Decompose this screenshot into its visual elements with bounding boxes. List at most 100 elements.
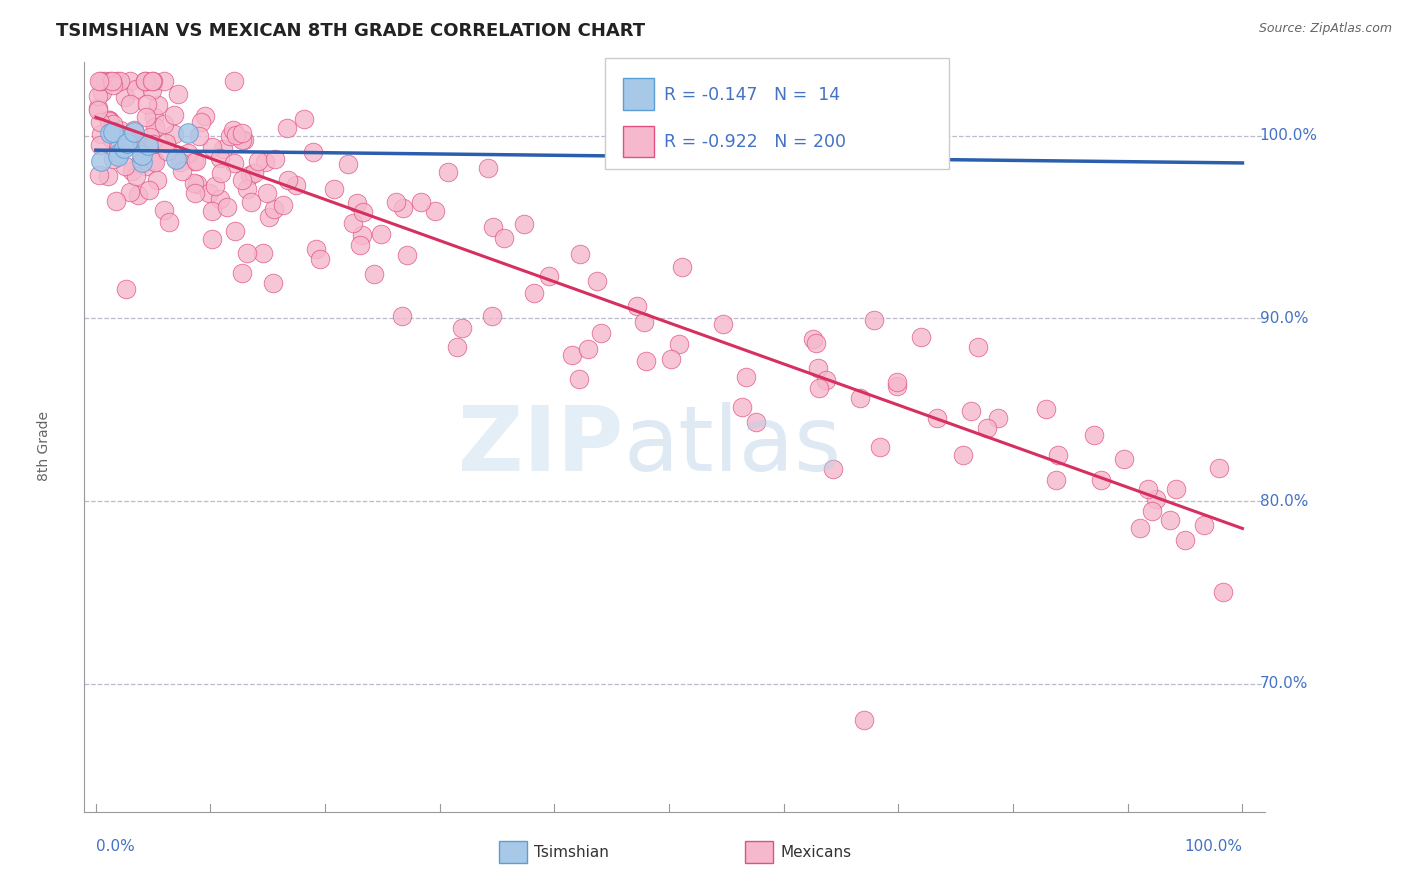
Point: [101, 125, 124, 139]
Point: [131, 155, 153, 169]
Point: [135, 111, 157, 125]
Point: [186, 177, 208, 191]
Point: [807, 381, 830, 395]
Point: [239, 194, 262, 209]
Point: [201, 203, 224, 218]
Point: [127, 138, 149, 153]
Point: [849, 391, 872, 405]
Point: [115, 132, 138, 146]
Point: [212, 142, 235, 156]
Point: [90, 127, 112, 141]
Point: [352, 205, 374, 219]
Point: [350, 228, 373, 243]
Point: [821, 461, 844, 475]
Point: [87, 103, 110, 117]
Text: 80.0%: 80.0%: [1260, 493, 1308, 508]
Point: [1137, 482, 1160, 496]
Point: [139, 152, 162, 166]
Point: [668, 337, 690, 351]
Text: 100.0%: 100.0%: [1260, 128, 1317, 143]
Point: [349, 238, 371, 252]
Point: [101, 73, 124, 87]
Point: [136, 97, 159, 112]
Text: Mexicans: Mexicans: [780, 846, 852, 860]
Point: [183, 176, 205, 190]
Point: [89, 114, 111, 128]
Point: [136, 137, 159, 152]
Point: [101, 117, 124, 131]
Point: [346, 196, 368, 211]
Point: [142, 73, 165, 87]
Point: [183, 153, 205, 168]
Point: [198, 186, 221, 201]
Point: [232, 133, 254, 147]
Point: [481, 309, 503, 323]
Point: [114, 90, 136, 104]
Point: [976, 421, 998, 435]
Point: [87, 169, 110, 183]
Point: [1129, 521, 1152, 535]
Point: [451, 321, 474, 335]
Point: [97, 113, 120, 128]
Point: [523, 285, 546, 300]
Point: [1114, 451, 1136, 466]
Point: [121, 164, 143, 178]
Point: [264, 152, 287, 166]
Point: [118, 96, 141, 111]
Point: [391, 309, 413, 323]
Point: [194, 109, 217, 123]
Point: [437, 164, 460, 178]
Point: [1212, 585, 1234, 599]
Point: [745, 415, 768, 429]
Point: [139, 130, 162, 145]
Point: [117, 134, 139, 148]
Point: [224, 73, 246, 87]
Point: [238, 168, 260, 182]
Point: [285, 178, 308, 193]
Text: R = -0.922   N = 200: R = -0.922 N = 200: [664, 134, 845, 152]
Point: [322, 182, 344, 196]
Point: [98, 112, 121, 127]
Point: [187, 129, 209, 144]
Point: [134, 73, 156, 87]
Point: [409, 195, 432, 210]
Point: [305, 243, 328, 257]
Point: [208, 151, 231, 165]
Point: [146, 173, 169, 187]
Point: [108, 74, 131, 88]
Point: [231, 172, 253, 186]
Point: [120, 73, 142, 87]
Point: [1083, 428, 1105, 442]
Point: [142, 136, 165, 151]
Point: [853, 714, 876, 728]
Point: [1166, 482, 1188, 496]
Point: [1208, 461, 1230, 475]
Point: [153, 73, 176, 87]
Text: atlas: atlas: [623, 402, 841, 491]
Point: [98, 126, 121, 140]
Point: [209, 192, 232, 206]
Point: [1144, 492, 1167, 507]
Text: 100.0%: 100.0%: [1184, 839, 1243, 855]
Point: [1174, 533, 1197, 548]
Point: [256, 186, 278, 200]
Point: [886, 379, 908, 393]
Text: Tsimshian: Tsimshian: [534, 846, 609, 860]
Point: [135, 136, 157, 151]
Point: [163, 108, 186, 122]
Text: 0.0%: 0.0%: [96, 839, 135, 855]
Point: [93, 73, 115, 87]
Point: [163, 128, 186, 142]
Point: [446, 340, 468, 354]
Point: [231, 266, 253, 280]
Point: [125, 169, 148, 183]
Point: [97, 169, 120, 184]
Point: [156, 145, 179, 159]
Point: [100, 73, 122, 87]
Text: 8th Grade: 8th Grade: [37, 411, 51, 481]
Point: [225, 128, 247, 143]
Point: [796, 138, 818, 153]
Point: [107, 149, 129, 163]
Point: [277, 173, 299, 187]
Text: ZIP: ZIP: [458, 402, 623, 491]
